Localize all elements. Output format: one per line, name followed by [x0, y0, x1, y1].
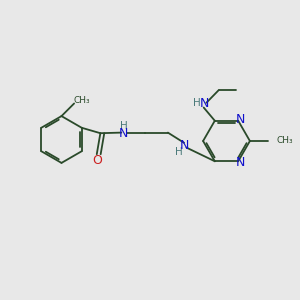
Text: N: N — [235, 113, 245, 126]
Text: H: H — [193, 98, 201, 108]
Text: N: N — [235, 156, 245, 169]
Text: N: N — [179, 139, 189, 152]
Text: CH₃: CH₃ — [276, 136, 293, 145]
Text: H: H — [120, 121, 127, 131]
Text: N: N — [119, 127, 128, 140]
Text: CH₃: CH₃ — [73, 96, 90, 105]
Text: N: N — [199, 98, 209, 110]
Text: O: O — [92, 154, 102, 167]
Text: H: H — [176, 147, 183, 157]
